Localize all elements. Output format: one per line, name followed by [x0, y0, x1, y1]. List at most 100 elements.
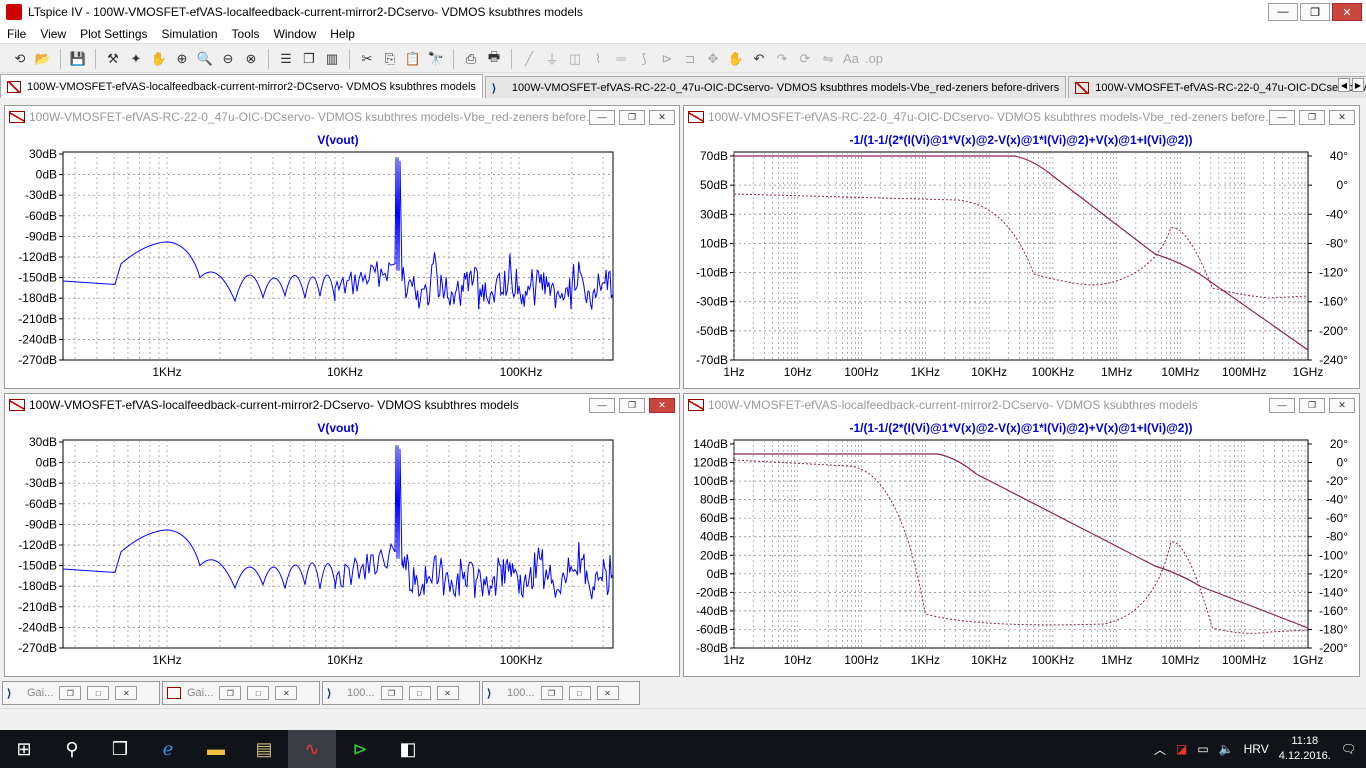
zoom-cancel-icon[interactable]: ⊗ [245, 50, 257, 66]
close-button[interactable]: ✕ [1329, 397, 1355, 413]
ground-icon[interactable]: ⏚ [545, 52, 559, 67]
close-button[interactable]: ✕ [649, 109, 675, 125]
close-button[interactable]: ✕ [649, 397, 675, 413]
inductor-icon[interactable]: ⟆ [641, 50, 647, 66]
menu-plot-settings[interactable]: Plot Settings [80, 26, 148, 41]
restore-button[interactable]: ❐ [59, 686, 82, 700]
fft-plot-top-left[interactable]: V(vout) 30dB 0dB -30dB -60dB -90dB -120dB -150d… [5, 128, 679, 388]
tile-horizontal-icon[interactable]: ☰ [280, 50, 292, 66]
capacitor-icon[interactable]: ═ [616, 51, 626, 66]
close-button[interactable]: ✕ [436, 686, 459, 700]
run-icon[interactable]: ✦ [130, 50, 142, 66]
minimized-window-1[interactable]: Gai... ❐ □ ✕ [162, 681, 320, 705]
menu-file[interactable]: File [7, 26, 27, 41]
doc-tab-2[interactable]: 100W-VMOSFET-efVAS-RC-22-0_47u-OIC-DCser… [1068, 76, 1366, 98]
diode-icon[interactable]: ⊳ [661, 50, 673, 66]
minimized-window-0[interactable]: ⟩ Gai... ❐ □ ✕ [2, 681, 160, 705]
minimize-button[interactable]: — [589, 109, 615, 125]
tab-scroll-right-icon[interactable]: ▶ [1352, 78, 1364, 92]
text-icon[interactable]: Aa [843, 51, 859, 66]
close-button[interactable]: ✕ [1332, 3, 1362, 21]
circuit-app-icon[interactable]: ⊳ [352, 738, 368, 759]
rotate-icon[interactable]: ⟳ [799, 50, 811, 66]
fft-plot-bottom-left[interactable]: V(vout) 30dB 0dB -30dB -60dB -90dB -120dB -150d… [5, 416, 679, 676]
close-button[interactable]: ✕ [596, 686, 619, 700]
print-icon[interactable]: 🖶 [487, 48, 501, 64]
search-icon[interactable]: ⚲ [65, 738, 79, 759]
minimize-button[interactable]: — [1268, 3, 1298, 21]
doc-tab-1[interactable]: ⟩ 100W-VMOSFET-efVAS-RC-22-0_47u-OIC-DCs… [484, 76, 1067, 98]
open-icon[interactable]: ⟲ [14, 50, 26, 66]
ltspice-tray-icon[interactable]: ◪ [1176, 742, 1188, 756]
zoom-area-icon[interactable]: 🔍 [196, 50, 214, 66]
doc-tab-0[interactable]: 100W-VMOSFET-efVAS-localfeedback-current… [0, 74, 483, 98]
maximize-button[interactable]: ❐ [619, 109, 645, 125]
minimize-button[interactable]: — [589, 397, 615, 413]
undo-icon[interactable]: ↶ [753, 50, 765, 66]
cut-icon[interactable]: ✂ [361, 50, 373, 66]
edge-browser-icon[interactable]: ℯ [162, 738, 174, 759]
notifications-icon[interactable]: 🗨 [1340, 742, 1356, 756]
minimized-window-3[interactable]: ⟩ 100... ❐ □ ✕ [482, 681, 640, 705]
plot-window-top-left[interactable]: 100W-VMOSFET-efVAS-RC-22-0_47u-OIC-DCser… [4, 105, 680, 389]
resistor-icon[interactable]: ⌇ [594, 50, 602, 66]
wire-icon[interactable]: ╱ [525, 50, 533, 66]
copy-icon[interactable]: ⎘ [384, 50, 396, 66]
close-button[interactable]: ✕ [1329, 109, 1355, 125]
menu-simulation[interactable]: Simulation [161, 26, 218, 41]
label-icon[interactable]: ◫ [568, 50, 582, 66]
minimize-button[interactable]: — [1269, 397, 1295, 413]
maximize-button[interactable]: □ [247, 686, 270, 700]
menu-help[interactable]: Help [330, 26, 355, 41]
chevron-up-icon[interactable]: ︿ [1153, 742, 1166, 757]
folder-app-icon[interactable]: ▤ [255, 738, 273, 759]
cascade-icon[interactable]: ❐ [303, 50, 315, 66]
find-icon[interactable]: 🔭 [427, 50, 445, 66]
ltspice-taskbar-icon[interactable]: ∿ [288, 730, 336, 768]
plot-window-bottom-left[interactable]: 100W-VMOSFET-efVAS-localfeedback-current… [4, 393, 680, 677]
spice-directive-icon[interactable]: .op [864, 51, 884, 66]
windows-start-icon[interactable]: ⊞ [16, 738, 32, 759]
task-view-icon[interactable]: ❒ [111, 738, 129, 759]
maximize-button[interactable]: ❐ [1299, 109, 1325, 125]
minimized-window-2[interactable]: ⟩ 100... ❐ □ ✕ [322, 681, 480, 705]
maximize-button[interactable]: □ [408, 686, 431, 700]
maximize-button[interactable]: ❐ [1300, 3, 1330, 21]
print-setup-icon[interactable]: ⎙ [465, 50, 477, 66]
menu-tools[interactable]: Tools [231, 26, 260, 41]
volume-icon[interactable]: 🔈 [1218, 742, 1234, 756]
close-button[interactable]: ✕ [115, 686, 138, 700]
restore-button[interactable]: ❐ [219, 686, 242, 700]
maximize-button[interactable]: □ [568, 686, 591, 700]
tile-vertical-icon[interactable]: ▥ [325, 50, 339, 66]
hammer-icon[interactable]: ⚒ [107, 50, 119, 66]
component-icon[interactable]: ⊐ [684, 50, 696, 66]
hand-icon[interactable]: ✋ [150, 50, 168, 66]
plot-window-bottom-right[interactable]: 100W-VMOSFET-efVAS-localfeedback-current… [683, 393, 1360, 677]
maximize-button[interactable]: ❐ [1299, 397, 1325, 413]
bode-plot-bottom-right[interactable]: -1/(1-1/(2*(I(Vi)@1*V(x)@2-V(x)@1*I(Vi)@… [684, 416, 1359, 676]
maximize-button[interactable]: ❐ [619, 397, 645, 413]
restore-button[interactable]: ❐ [540, 686, 563, 700]
maximize-button[interactable]: □ [87, 686, 110, 700]
media-app-icon[interactable]: ◧ [399, 738, 417, 759]
open-folder-icon[interactable]: 📂 [34, 50, 52, 66]
zoom-out-icon[interactable]: ⊖ [222, 50, 234, 66]
network-icon[interactable]: ▭ [1197, 742, 1209, 756]
plot-window-top-right[interactable]: 100W-VMOSFET-efVAS-RC-22-0_47u-OIC-DCser… [683, 105, 1360, 389]
bode-plot-top-right[interactable]: -1/(1-1/(2*(I(Vi)@1*V(x)@2-V(x)@1*I(Vi)@… [684, 128, 1359, 388]
menu-view[interactable]: View [40, 26, 67, 41]
paste-icon[interactable]: 📋 [404, 50, 422, 66]
file-explorer-icon[interactable]: ▬ [207, 738, 225, 759]
save-icon[interactable]: 💾 [69, 50, 87, 66]
language-indicator[interactable]: HRV [1243, 742, 1269, 756]
restore-button[interactable]: ❐ [380, 686, 403, 700]
zoom-in-icon[interactable]: ⊕ [176, 50, 188, 66]
menu-window[interactable]: Window [273, 26, 317, 41]
clock[interactable]: 11:18 4.12.2016. [1279, 734, 1331, 764]
move-icon[interactable]: ✥ [707, 50, 719, 66]
drag-icon[interactable]: ✋ [727, 50, 745, 66]
redo-icon[interactable]: ↷ [776, 50, 788, 66]
close-button[interactable]: ✕ [275, 686, 298, 700]
tab-scroll-left-icon[interactable]: ◀ [1338, 78, 1350, 92]
